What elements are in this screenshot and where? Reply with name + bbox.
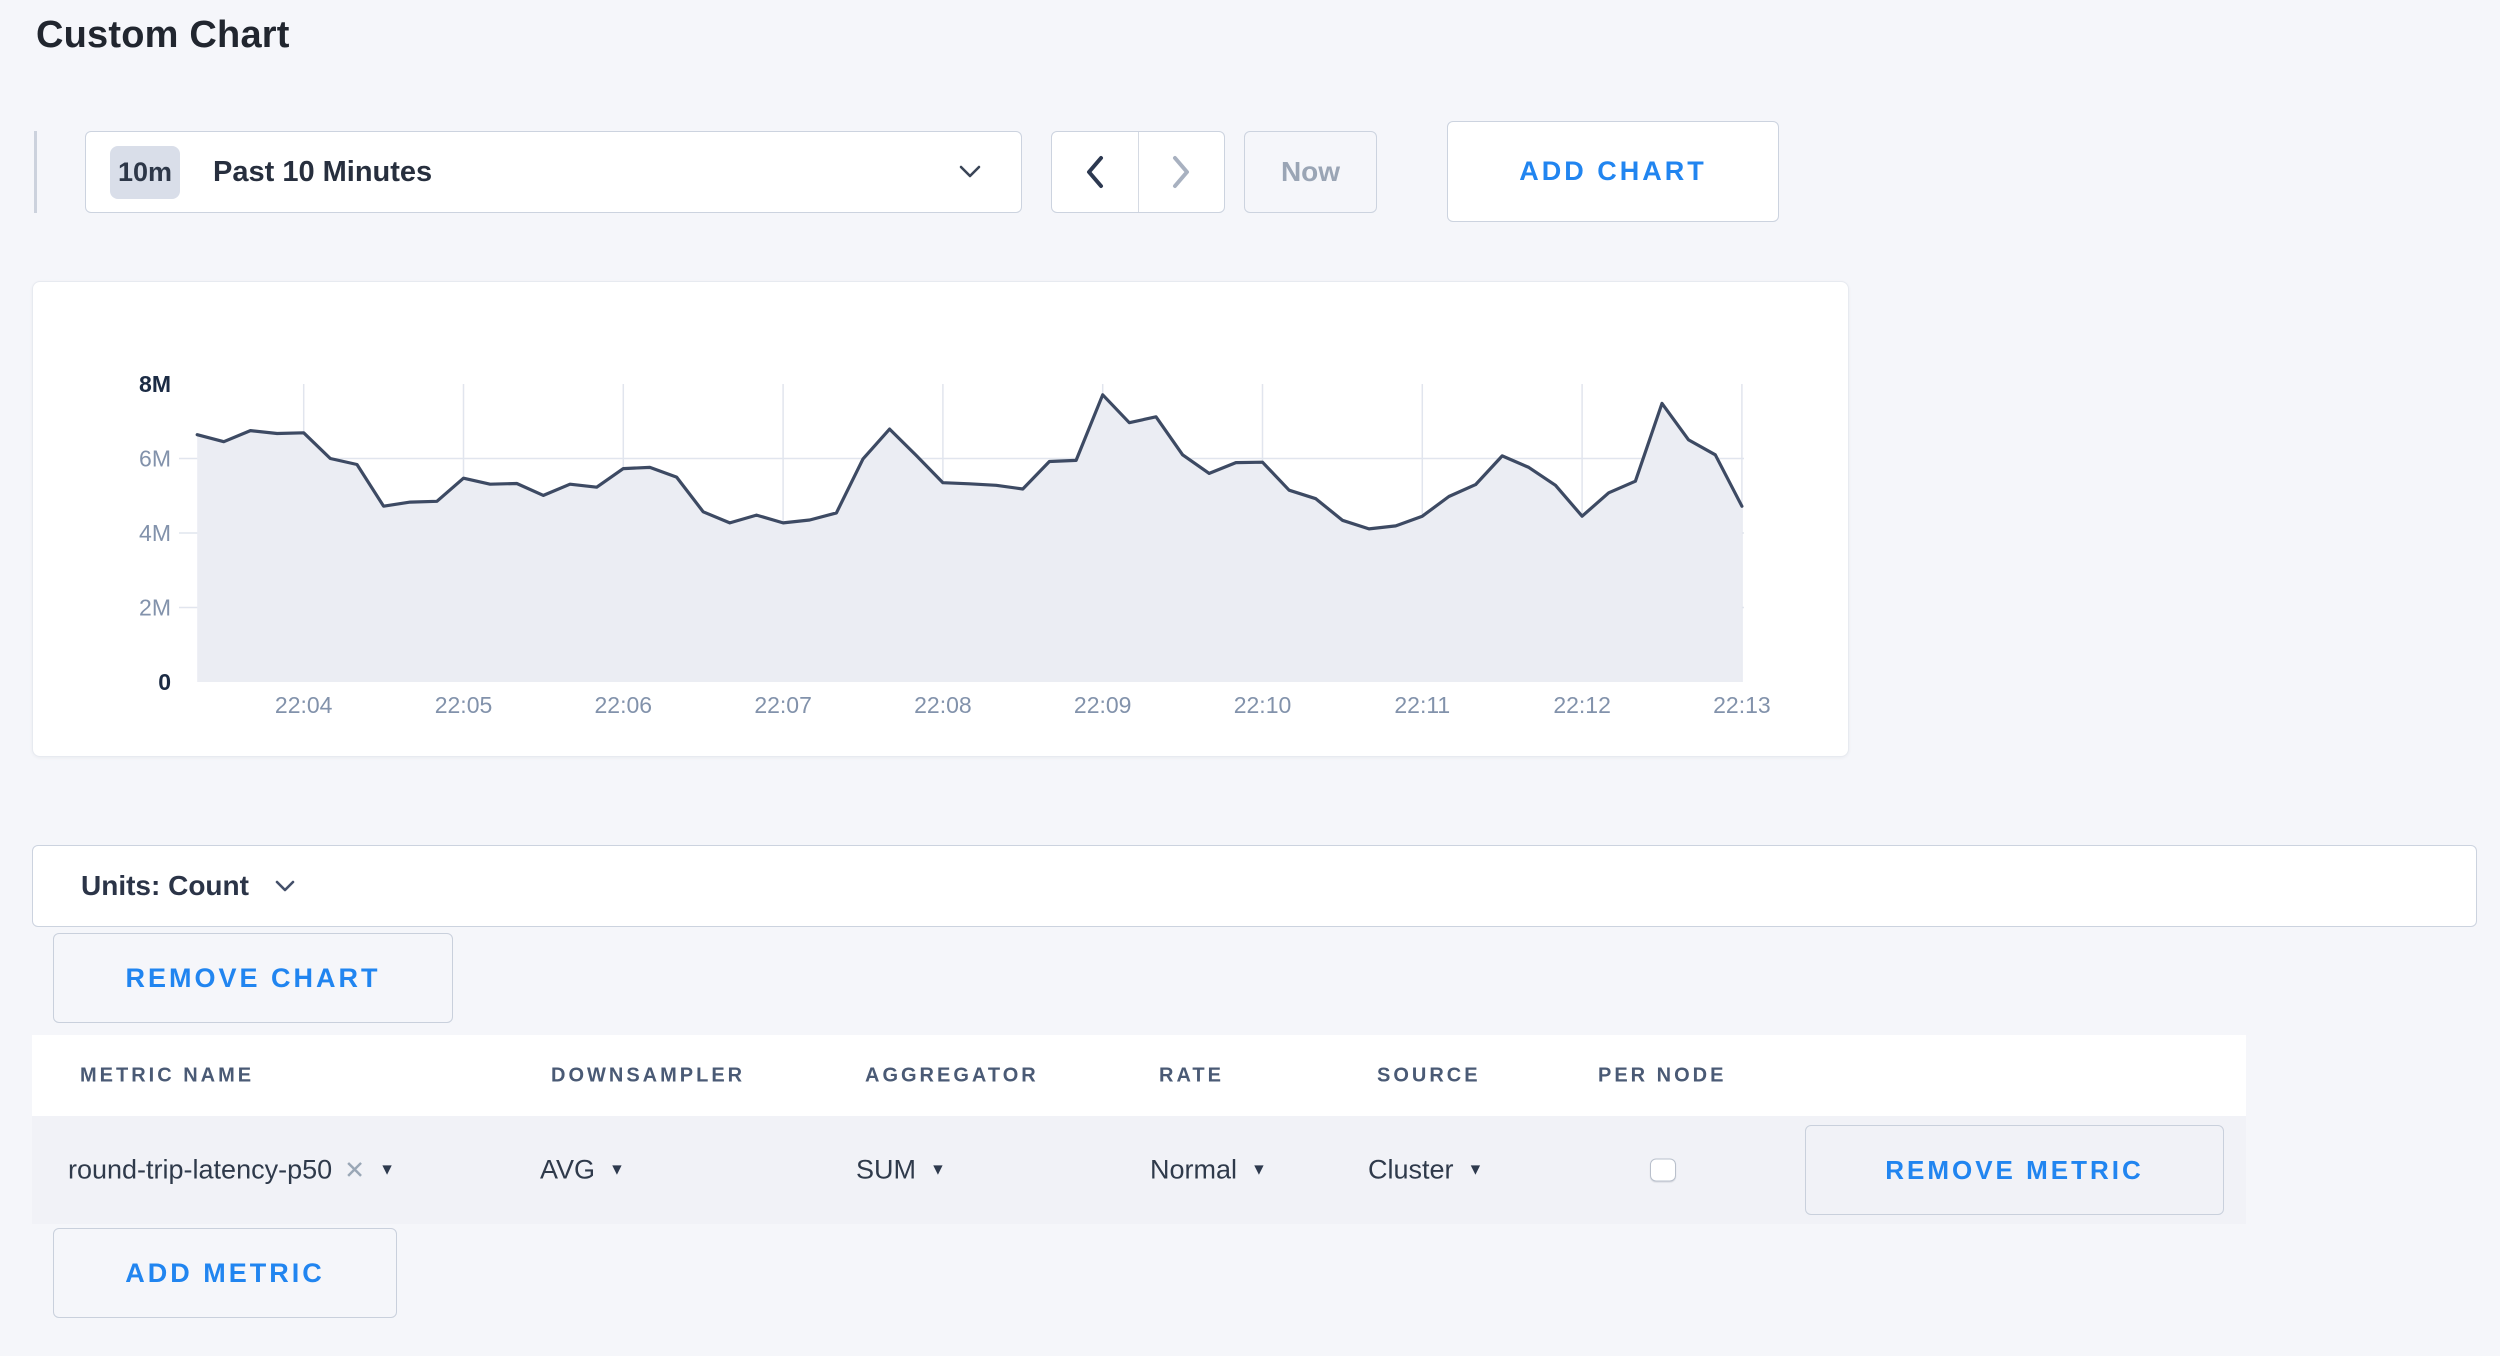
aggregator-value: SUM [856, 1154, 916, 1185]
page-title: Custom Chart [36, 14, 290, 56]
x-tick-label: 22:06 [595, 692, 653, 718]
timeframe-badge: 10m [110, 145, 180, 199]
metric-name-value: round-trip-latency-p50 [68, 1154, 333, 1185]
x-tick-label: 22:10 [1234, 692, 1292, 718]
column-header-per-node: PER NODE [1598, 1064, 1727, 1086]
x-tick-label: 22:11 [1394, 692, 1450, 718]
per-node-checkbox[interactable] [1650, 1158, 1676, 1182]
chevron-down-icon [959, 165, 981, 178]
column-header-downsampler: DOWNSAMPLER [551, 1064, 746, 1086]
rate-value: Normal [1150, 1154, 1238, 1185]
x-tick-label: 22:04 [275, 692, 333, 718]
controls-accent-divider [34, 131, 37, 213]
caret-down-icon: ▼ [379, 1161, 395, 1178]
timeseries-chart: 22:04 22:05 22:06 22:07 22:08 22:09 22:10 22:11… [139, 371, 1771, 718]
rate-dropdown[interactable]: Normal ▼ [1150, 1155, 1267, 1186]
x-tick-label: 22:05 [435, 692, 493, 718]
series-area [197, 394, 1742, 682]
column-header-source: SOURCE [1377, 1064, 1481, 1086]
add-chart-button[interactable]: ADD CHART [1447, 121, 1779, 222]
y-tick-label: 6M [139, 446, 171, 472]
units-label: Units: Count [81, 870, 249, 901]
now-button[interactable]: Now [1244, 131, 1377, 213]
x-tick-label: 22:13 [1713, 692, 1771, 718]
chevron-right-icon [1173, 156, 1190, 188]
caret-down-icon: ▼ [930, 1161, 946, 1178]
y-tick-label: 0 [158, 669, 171, 695]
timeframe-dropdown[interactable]: 10m Past 10 Minutes [85, 131, 1022, 213]
caret-down-icon: ▼ [609, 1161, 625, 1178]
y-tick-label: 4M [139, 520, 171, 546]
y-tick-label: 8M [139, 371, 171, 397]
remove-chart-button[interactable]: REMOVE CHART [53, 933, 453, 1023]
metric-name-dropdown[interactable]: round-trip-latency-p50 ✕ ▼ [68, 1155, 395, 1186]
x-tick-label: 22:12 [1553, 692, 1611, 718]
caret-down-icon: ▼ [1467, 1161, 1484, 1178]
next-timeframe-button[interactable] [1137, 132, 1225, 212]
units-dropdown[interactable]: Units: Count [32, 845, 2477, 927]
source-dropdown[interactable]: Cluster ▼ [1368, 1155, 1483, 1186]
prev-timeframe-button[interactable] [1052, 132, 1138, 212]
add-metric-button[interactable]: ADD METRIC [53, 1228, 397, 1318]
chevron-left-icon [1086, 156, 1103, 188]
x-tick-label: 22:07 [754, 692, 812, 718]
remove-metric-button[interactable]: REMOVE METRIC [1805, 1125, 2224, 1215]
downsampler-dropdown[interactable]: AVG ▼ [540, 1155, 625, 1186]
metric-table-row: round-trip-latency-p50 ✕ ▼ AVG ▼ SUM ▼ N… [32, 1116, 2246, 1224]
x-tick-label: 22:09 [1074, 692, 1132, 718]
caret-down-icon: ▼ [1251, 1161, 1267, 1178]
source-value: Cluster [1368, 1154, 1454, 1185]
downsampler-value: AVG [540, 1154, 596, 1185]
column-header-aggregator: AGGREGATOR [865, 1064, 1039, 1086]
metric-table-header: METRIC NAME DOWNSAMPLER AGGREGATOR RATE … [32, 1035, 2246, 1116]
series-line [195, 393, 1744, 531]
x-tick-label: 22:08 [914, 692, 972, 718]
timeframe-label: Past 10 Minutes [213, 155, 433, 188]
aggregator-dropdown[interactable]: SUM ▼ [856, 1155, 946, 1186]
time-nav-group [1051, 131, 1225, 213]
chart-card: 22:04 22:05 22:06 22:07 22:08 22:09 22:10 22:11… [32, 281, 1849, 757]
column-header-metric-name: METRIC NAME [80, 1064, 255, 1086]
chevron-down-icon [275, 880, 295, 891]
y-tick-label: 2M [139, 595, 171, 621]
remove-metric-x-icon[interactable]: ✕ [344, 1156, 366, 1184]
column-header-rate: RATE [1159, 1064, 1224, 1086]
